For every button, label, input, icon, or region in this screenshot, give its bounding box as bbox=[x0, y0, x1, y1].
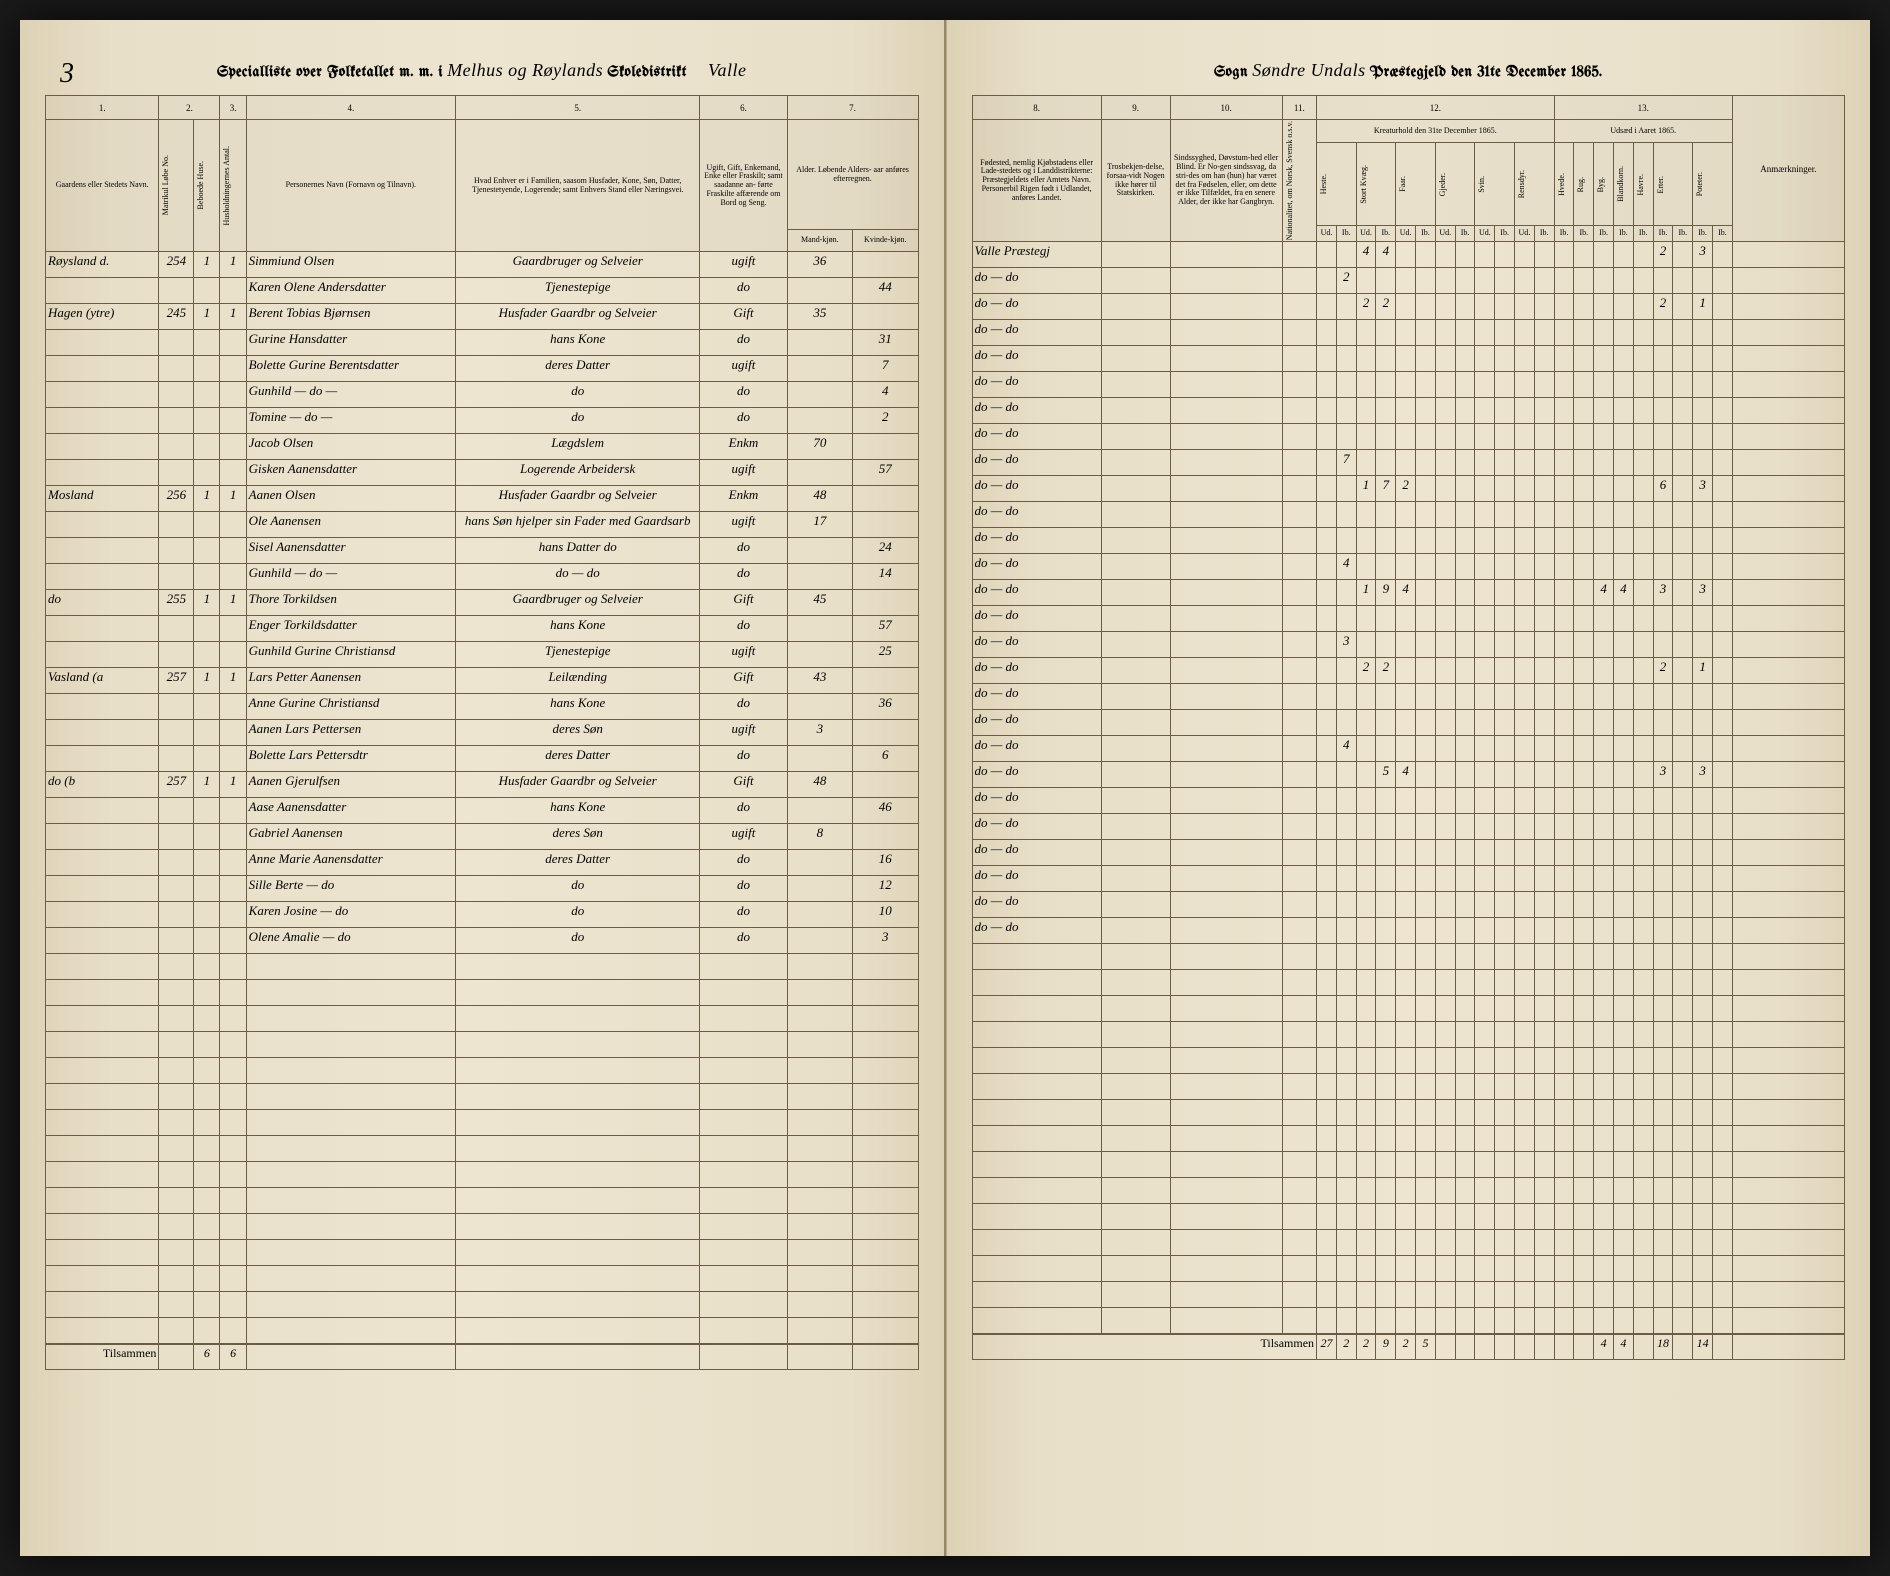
footer-label-left: Tilsammen bbox=[46, 1344, 159, 1370]
table-row: Bolette Gurine Berentsdatterderes Datter… bbox=[46, 356, 919, 382]
table-row: do — do bbox=[972, 606, 1845, 632]
table-row: Sille Berte — dododo12 bbox=[46, 876, 919, 902]
table-row: do — do17263 bbox=[972, 476, 1845, 502]
table-row: Vasland (a25711Lars Petter AanensenLeilæ… bbox=[46, 668, 919, 694]
table-row: do — do bbox=[972, 684, 1845, 710]
table-row: do (b25711Aanen GjerulfsenHusfader Gaard… bbox=[46, 772, 919, 798]
table-row: Karen Olene AndersdatterTjenestepigedo44 bbox=[46, 278, 919, 304]
table-row: Tomine — do —dodo2 bbox=[46, 408, 919, 434]
table-row: Hagen (ytre)24511Berent Tobias BjørnsenH… bbox=[46, 304, 919, 330]
left-header: Specialliste over Folketallet m. m. i Me… bbox=[45, 60, 919, 81]
table-row: Ole Aanensenhans Søn hjelper sin Fader m… bbox=[46, 512, 919, 538]
table-row: do — do1944433 bbox=[972, 580, 1845, 606]
table-row: do — do bbox=[972, 502, 1845, 528]
table-row: Bolette Lars Pettersdtrderes Datterdo6 bbox=[46, 746, 919, 772]
right-table: 8. 9. 10. 11. 12. 13. Anmærkninger. Føde… bbox=[972, 95, 1846, 1360]
table-row: do — do bbox=[972, 424, 1845, 450]
table-row: Anne Marie Aanensdatterderes Datterdo16 bbox=[46, 850, 919, 876]
table-row: do — do bbox=[972, 372, 1845, 398]
table-row: do — do7 bbox=[972, 450, 1845, 476]
table-row: do — do2 bbox=[972, 268, 1845, 294]
table-row: Karen Josine — dododo10 bbox=[46, 902, 919, 928]
census-ledger: 3 Specialliste over Folketallet m. m. i … bbox=[20, 20, 1870, 1556]
left-page: 3 Specialliste over Folketallet m. m. i … bbox=[20, 20, 946, 1556]
table-row: Anne Gurine Christiansdhans Konedo36 bbox=[46, 694, 919, 720]
table-row: do — do2221 bbox=[972, 658, 1845, 684]
table-row: Aanen Lars Pettersenderes Sønugift3 bbox=[46, 720, 919, 746]
table-row: Sisel Aanensdatterhans Datter dodo24 bbox=[46, 538, 919, 564]
table-row: Olene Amalie — dododo3 bbox=[46, 928, 919, 954]
table-row: do — do bbox=[972, 710, 1845, 736]
table-row: Gunhild — do —do — dodo14 bbox=[46, 564, 919, 590]
table-row: do — do bbox=[972, 346, 1845, 372]
table-row: do25511Thore TorkildsenGaardbruger og Se… bbox=[46, 590, 919, 616]
table-row: do — do bbox=[972, 866, 1845, 892]
table-row: Gunhild Gurine ChristiansdTjenestepigeug… bbox=[46, 642, 919, 668]
table-row: do — do4 bbox=[972, 736, 1845, 762]
table-row: do — do bbox=[972, 320, 1845, 346]
table-row: do — do3 bbox=[972, 632, 1845, 658]
table-row: do — do bbox=[972, 918, 1845, 944]
right-page: Sogn Søndre Undals Præstegjeld den 31te … bbox=[946, 20, 1871, 1556]
table-row: Gunhild — do —dodo4 bbox=[46, 382, 919, 408]
table-row: do — do4 bbox=[972, 554, 1845, 580]
table-row: Røysland d.25411Simmiund OlsenGaardbruge… bbox=[46, 252, 919, 278]
table-row: do — do bbox=[972, 528, 1845, 554]
left-table: 1. 2. 3. 4. 5. 6. 7. Gaardens eller Sted… bbox=[45, 95, 919, 1370]
table-row: Gurine Hansdatterhans Konedo31 bbox=[46, 330, 919, 356]
table-row: Jacob OlsenLægdslemEnkm70 bbox=[46, 434, 919, 460]
page-number: 3 bbox=[60, 58, 74, 90]
table-row: Mosland25611Aanen OlsenHusfader Gaardbr … bbox=[46, 486, 919, 512]
table-row: Gabriel Aanensenderes Sønugift8 bbox=[46, 824, 919, 850]
table-row: Enger Torkildsdatterhans Konedo57 bbox=[46, 616, 919, 642]
table-row: do — do5433 bbox=[972, 762, 1845, 788]
table-row: do — do2221 bbox=[972, 294, 1845, 320]
table-row: Gisken AanensdatterLogerende Arbeidersku… bbox=[46, 460, 919, 486]
table-row: Aase Aanensdatterhans Konedo46 bbox=[46, 798, 919, 824]
right-header: Sogn Søndre Undals Præstegjeld den 31te … bbox=[972, 60, 1846, 81]
table-row: do — do bbox=[972, 398, 1845, 424]
table-row: do — do bbox=[972, 814, 1845, 840]
table-row: do — do bbox=[972, 892, 1845, 918]
table-row: do — do bbox=[972, 840, 1845, 866]
table-row: do — do bbox=[972, 788, 1845, 814]
table-row: Valle Præstegj4423 bbox=[972, 242, 1845, 268]
